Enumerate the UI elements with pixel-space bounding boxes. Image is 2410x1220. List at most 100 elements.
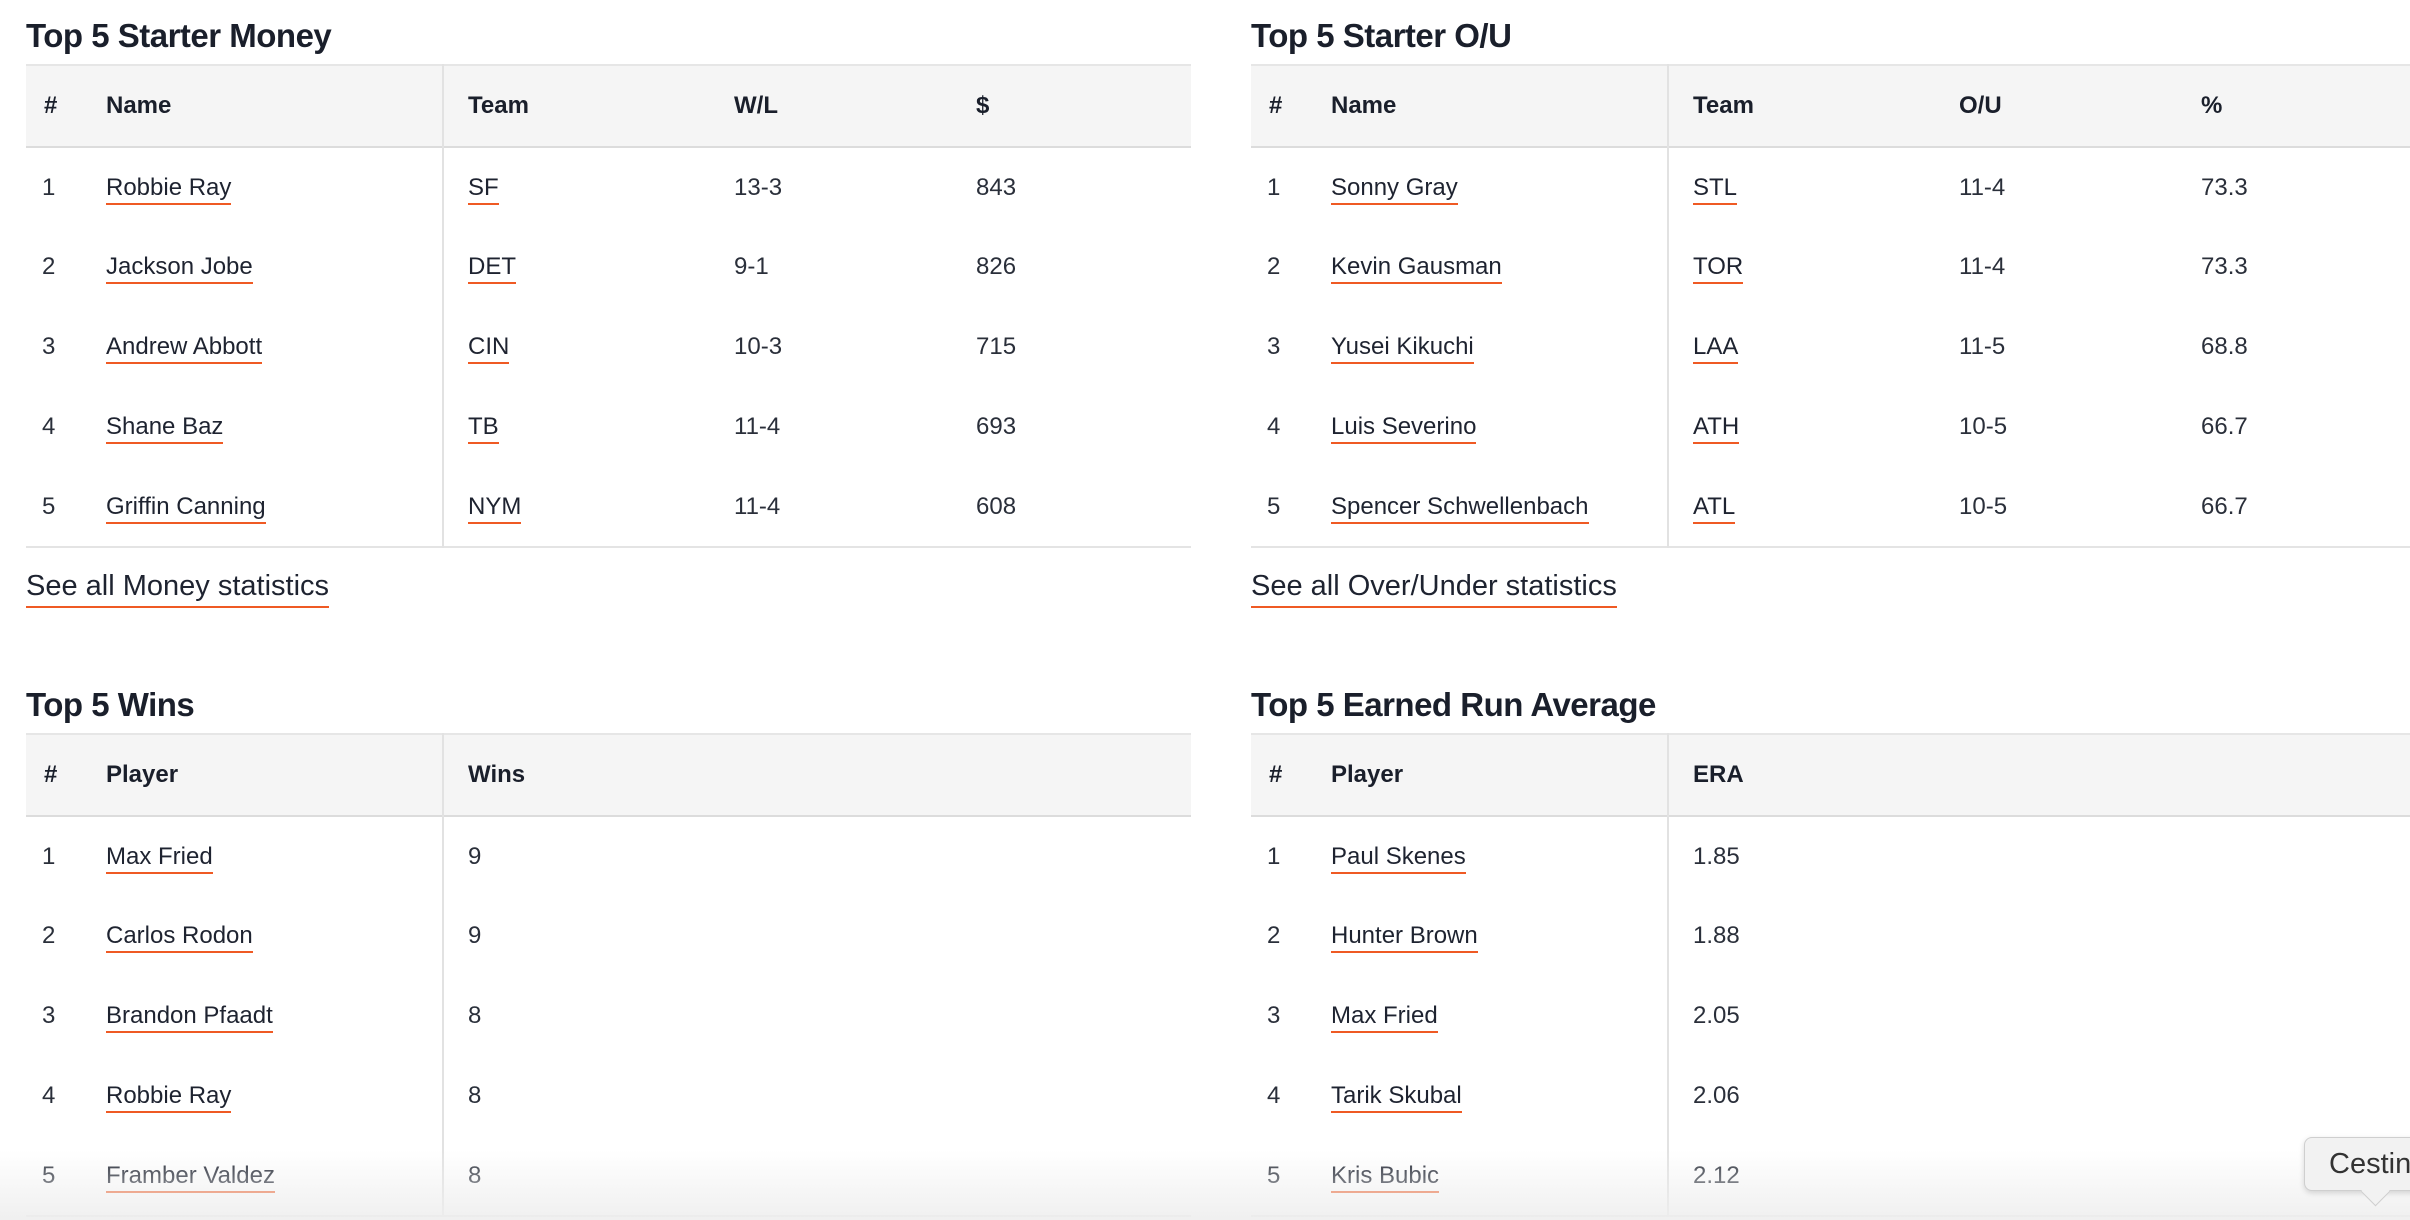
ou-header-name: Name xyxy=(1331,92,1397,119)
ou-cell-name: Spencer Schwellenbach xyxy=(1331,467,1668,547)
player-link[interactable]: Carlos Rodon xyxy=(106,922,253,953)
money-cell-team: CIN xyxy=(442,307,734,387)
player-link[interactable]: Kevin Gausman xyxy=(1331,253,1502,284)
wins-cell-wins: 8 xyxy=(442,1136,1191,1216)
player-link[interactable]: Tarik Skubal xyxy=(1331,1082,1462,1113)
player-link[interactable]: Hunter Brown xyxy=(1331,922,1478,953)
wins-cell-num: 4 xyxy=(42,1082,56,1109)
ou-cell-team: ATH xyxy=(1667,387,1959,467)
ou-see-all-link[interactable]: See all Over/Under statistics xyxy=(1251,570,1617,608)
team-link[interactable]: TOR xyxy=(1693,253,1744,284)
player-link[interactable]: Brandon Pfaadt xyxy=(106,1002,273,1033)
player-link[interactable]: Robbie Ray xyxy=(106,1082,232,1113)
era-cell-era: 2.05 xyxy=(1667,976,2410,1056)
player-link[interactable]: Jackson Jobe xyxy=(106,253,253,284)
money-header-wl: W/L xyxy=(734,92,778,119)
team-link[interactable]: CIN xyxy=(468,333,510,364)
player-link[interactable]: Griffin Canning xyxy=(106,492,266,524)
team-link[interactable]: ATL xyxy=(1693,492,1736,524)
ou-cell-team: ATL xyxy=(1667,467,1959,547)
team-link[interactable]: DET xyxy=(468,253,516,284)
era-cell-era: 1.85 xyxy=(1667,816,2410,896)
player-link[interactable]: Luis Severino xyxy=(1331,413,1477,444)
era-cell-player: Paul Skenes xyxy=(1331,816,1668,896)
table-row: 2 Hunter Brown 1.88 xyxy=(1251,896,2410,976)
player-link[interactable]: Framber Valdez xyxy=(106,1161,275,1193)
team-link[interactable]: STL xyxy=(1693,173,1738,205)
wins-cell-num: 2 xyxy=(42,922,56,949)
table-row: 4 Robbie Ray 8 xyxy=(26,1056,1191,1136)
table-row: 1 Sonny Gray STL 11-4 73.3 xyxy=(1251,147,2410,227)
ou-header-team: Team xyxy=(1667,65,1959,147)
player-link[interactable]: Spencer Schwellenbach xyxy=(1331,492,1589,524)
ou-cell-team: STL xyxy=(1667,147,1959,227)
player-link[interactable]: Max Fried xyxy=(1331,1002,1438,1033)
wins-header-wins: Wins xyxy=(442,734,1191,816)
money-cell-name: Robbie Ray xyxy=(106,147,443,227)
consent-button[interactable]: Cestin xyxy=(2304,1137,2410,1191)
money-cell-team: DET xyxy=(442,227,734,307)
table-row: 4 Tarik Skubal 2.06 xyxy=(1251,1056,2410,1136)
player-link[interactable]: Robbie Ray xyxy=(106,173,232,205)
player-link[interactable]: Sonny Gray xyxy=(1331,173,1458,205)
ou-cell-name: Sonny Gray xyxy=(1331,147,1668,227)
team-link[interactable]: NYM xyxy=(468,492,522,524)
wins-section: Top 5 Wins # Player Wins 1 Max Fried 9 2 Car… xyxy=(26,679,1191,1217)
era-header-row: # Player ERA xyxy=(1251,734,2410,816)
ou-cell-name: Luis Severino xyxy=(1331,387,1668,467)
table-row: 5 Griffin Canning NYM 11-4 608 xyxy=(26,467,1191,547)
ou-title: Top 5 Starter O/U xyxy=(1251,17,1512,54)
era-cell-player: Tarik Skubal xyxy=(1331,1056,1668,1136)
money-cell-money: 826 xyxy=(976,253,1017,280)
team-link[interactable]: SF xyxy=(468,173,499,205)
wins-cell-player: Max Fried xyxy=(106,816,443,896)
money-cell-num: 3 xyxy=(42,333,56,360)
table-row: 1 Paul Skenes 1.85 xyxy=(1251,816,2410,896)
player-link[interactable]: Yusei Kikuchi xyxy=(1331,333,1474,364)
table-row: 2 Jackson Jobe DET 9-1 826 xyxy=(26,227,1191,307)
player-link[interactable]: Max Fried xyxy=(106,842,213,874)
era-title: Top 5 Earned Run Average xyxy=(1251,686,1656,723)
money-cell-wl: 13-3 xyxy=(734,173,783,201)
ou-cell-name: Yusei Kikuchi xyxy=(1331,307,1668,387)
wins-cell-player: Brandon Pfaadt xyxy=(106,976,443,1056)
era-cell-player: Kris Bubic xyxy=(1331,1136,1668,1216)
money-header-team: Team xyxy=(442,65,734,147)
money-cell-team: SF xyxy=(442,147,734,227)
ou-cell-num: 1 xyxy=(1267,173,1281,201)
table-row: 3 Yusei Kikuchi LAA 11-5 68.8 xyxy=(1251,307,2410,387)
table-row: 2 Carlos Rodon 9 xyxy=(26,896,1191,976)
wins-cell-wins: 8 xyxy=(442,1056,1191,1136)
player-link[interactable]: Paul Skenes xyxy=(1331,842,1466,874)
team-link[interactable]: TB xyxy=(468,413,499,444)
ou-header-num: # xyxy=(1269,92,1283,119)
ou-cell-ou: 11-5 xyxy=(1959,333,2006,360)
money-header-row: # Name Team W/L $ xyxy=(26,65,1191,147)
era-header-num: # xyxy=(1269,761,1283,788)
table-row: 1 Robbie Ray SF 13-3 843 xyxy=(26,147,1191,227)
team-link[interactable]: LAA xyxy=(1693,333,1739,364)
wins-header-player: Player xyxy=(106,761,179,788)
era-cell-era: 2.06 xyxy=(1667,1056,2410,1136)
ou-cell-pct: 73.3 xyxy=(2201,173,2248,201)
era-cell-era: 1.88 xyxy=(1667,896,2410,976)
money-cell-money: 843 xyxy=(976,173,1017,201)
money-section: Top 5 Starter Money # Name Team W/L $ 1 R… xyxy=(26,10,1191,608)
era-cell-num: 5 xyxy=(1267,1161,1281,1189)
ou-cell-num: 3 xyxy=(1267,333,1281,360)
money-cell-num: 4 xyxy=(42,413,56,440)
money-cell-num: 1 xyxy=(42,173,56,201)
money-see-all-link[interactable]: See all Money statistics xyxy=(26,570,330,608)
wins-cell-num: 5 xyxy=(42,1161,56,1189)
table-row: 5 Kris Bubic 2.12 xyxy=(1251,1136,2410,1216)
player-link[interactable]: Kris Bubic xyxy=(1331,1161,1440,1193)
wins-cell-player: Robbie Ray xyxy=(106,1056,443,1136)
team-link[interactable]: ATH xyxy=(1693,413,1740,444)
wins-header-num: # xyxy=(44,761,58,788)
ou-cell-pct: 68.8 xyxy=(2201,333,2248,360)
player-link[interactable]: Shane Baz xyxy=(106,413,224,444)
era-cell-era: 2.12 xyxy=(1667,1136,2410,1216)
ou-cell-num: 4 xyxy=(1267,413,1281,440)
era-header-player: Player xyxy=(1331,761,1404,788)
player-link[interactable]: Andrew Abbott xyxy=(106,333,263,364)
